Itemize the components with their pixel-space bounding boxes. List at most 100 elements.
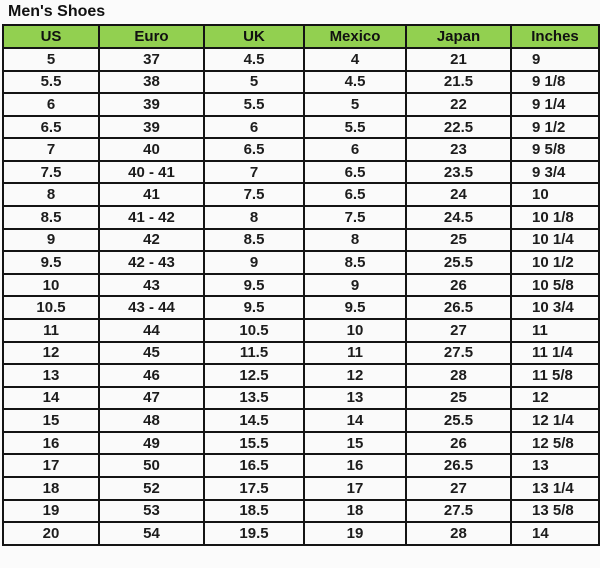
cell-euro: 39	[98, 114, 205, 140]
cell-inches: 10 3/4	[510, 295, 600, 320]
cell-uk: 8	[203, 205, 305, 230]
cell-uk: 6.5	[203, 137, 305, 162]
cell-uk: 13.5	[203, 385, 305, 411]
cell-euro: 54	[98, 521, 205, 546]
cell-us: 6.5	[2, 114, 100, 140]
table-row: 8 41 7.5 6.5 24 10	[2, 182, 600, 208]
cell-us: 14	[2, 385, 100, 411]
cell-uk: 5.5	[203, 92, 305, 117]
cell-us: 7	[2, 137, 100, 162]
table-row: 7 40 6.5 6 23 9 5/8	[2, 137, 600, 162]
cell-uk: 5	[203, 69, 305, 95]
cell-mexico: 13	[303, 385, 407, 411]
cell-uk: 17.5	[203, 476, 305, 501]
cell-euro: 50	[98, 453, 205, 478]
cell-euro: 40	[98, 137, 205, 162]
cell-uk: 19.5	[203, 521, 305, 546]
table-row: 13 46 12.5 12 28 11 5/8	[2, 363, 600, 388]
cell-uk: 8.5	[203, 227, 305, 253]
cell-uk: 18.5	[203, 498, 305, 524]
cell-inches: 13 1/4	[510, 476, 600, 501]
cell-japan: 21.5	[405, 69, 512, 95]
cell-japan: 24	[405, 182, 512, 208]
cell-euro: 41 - 42	[98, 205, 205, 230]
cell-us: 15	[2, 408, 100, 433]
column-header-uk: UK	[203, 24, 305, 49]
column-header-euro: Euro	[98, 24, 205, 49]
cell-mexico: 8	[303, 227, 407, 253]
table-row: 14 47 13.5 13 25 12	[2, 385, 600, 411]
cell-us: 19	[2, 498, 100, 524]
cell-mexico: 8.5	[303, 250, 407, 275]
cell-mexico: 11	[303, 340, 407, 366]
cell-mexico: 14	[303, 408, 407, 433]
cell-us: 16	[2, 430, 100, 456]
cell-euro: 52	[98, 476, 205, 501]
cell-japan: 26.5	[405, 453, 512, 478]
header-row: US Euro UK Mexico Japan Inches	[2, 24, 600, 49]
cell-mexico: 7.5	[303, 205, 407, 230]
cell-uk: 7.5	[203, 182, 305, 208]
cell-japan: 26	[405, 430, 512, 456]
cell-mexico: 6.5	[303, 182, 407, 208]
cell-mexico: 16	[303, 453, 407, 478]
cell-inches: 12	[510, 385, 600, 411]
table-row: 10.5 43 - 44 9.5 9.5 26.5 10 3/4	[2, 295, 600, 320]
cell-japan: 26	[405, 272, 512, 298]
cell-mexico: 15	[303, 430, 407, 456]
table-row: 9.5 42 - 43 9 8.5 25.5 10 1/2	[2, 250, 600, 275]
cell-mexico: 6	[303, 137, 407, 162]
table-row: 11 44 10.5 10 27 11	[2, 317, 600, 343]
table-row: 6.5 39 6 5.5 22.5 9 1/2	[2, 114, 600, 140]
cell-mexico: 4	[303, 47, 407, 72]
cell-us: 7.5	[2, 159, 100, 185]
cell-japan: 27	[405, 317, 512, 343]
cell-inches: 13 5/8	[510, 498, 600, 524]
table-header: US Euro UK Mexico Japan Inches	[2, 24, 600, 49]
cell-us: 9.5	[2, 250, 100, 275]
table-row: 12 45 11.5 11 27.5 11 1/4	[2, 340, 600, 366]
cell-euro: 43	[98, 272, 205, 298]
cell-japan: 22.5	[405, 114, 512, 140]
cell-uk: 4.5	[203, 47, 305, 72]
cell-mexico: 17	[303, 476, 407, 501]
cell-uk: 14.5	[203, 408, 305, 433]
cell-japan: 25	[405, 385, 512, 411]
cell-inches: 9 1/4	[510, 92, 600, 117]
cell-inches: 9 1/2	[510, 114, 600, 140]
table-row: 6 39 5.5 5 22 9 1/4	[2, 92, 600, 117]
cell-uk: 15.5	[203, 430, 305, 456]
table-row: 9 42 8.5 8 25 10 1/4	[2, 227, 600, 253]
cell-inches: 9	[510, 47, 600, 72]
cell-inches: 10 1/2	[510, 250, 600, 275]
cell-japan: 25.5	[405, 408, 512, 433]
cell-euro: 49	[98, 430, 205, 456]
cell-uk: 7	[203, 159, 305, 185]
cell-us: 5.5	[2, 69, 100, 95]
cell-japan: 25	[405, 227, 512, 253]
column-header-inches: Inches	[510, 24, 600, 49]
table-row: 5.5 38 5 4.5 21.5 9 1/8	[2, 69, 600, 95]
cell-japan: 22	[405, 92, 512, 117]
cell-euro: 48	[98, 408, 205, 433]
table-row: 5 37 4.5 4 21 9	[2, 47, 600, 72]
cell-us: 18	[2, 476, 100, 501]
cell-japan: 21	[405, 47, 512, 72]
cell-euro: 39	[98, 92, 205, 117]
cell-mexico: 10	[303, 317, 407, 343]
cell-euro: 40 - 41	[98, 159, 205, 185]
cell-inches: 9 1/8	[510, 69, 600, 95]
cell-euro: 44	[98, 317, 205, 343]
cell-uk: 12.5	[203, 363, 305, 388]
cell-inches: 11 5/8	[510, 363, 600, 388]
cell-inches: 11 1/4	[510, 340, 600, 366]
page-title: Men's Shoes	[8, 3, 106, 20]
table-row: 10 43 9.5 9 26 10 5/8	[2, 272, 600, 298]
table-row: 18 52 17.5 17 27 13 1/4	[2, 476, 600, 501]
cell-euro: 47	[98, 385, 205, 411]
cell-japan: 27	[405, 476, 512, 501]
table-row: 17 50 16.5 16 26.5 13	[2, 453, 600, 478]
cell-mexico: 18	[303, 498, 407, 524]
cell-us: 5	[2, 47, 100, 72]
table-row: 8.5 41 - 42 8 7.5 24.5 10 1/8	[2, 205, 600, 230]
